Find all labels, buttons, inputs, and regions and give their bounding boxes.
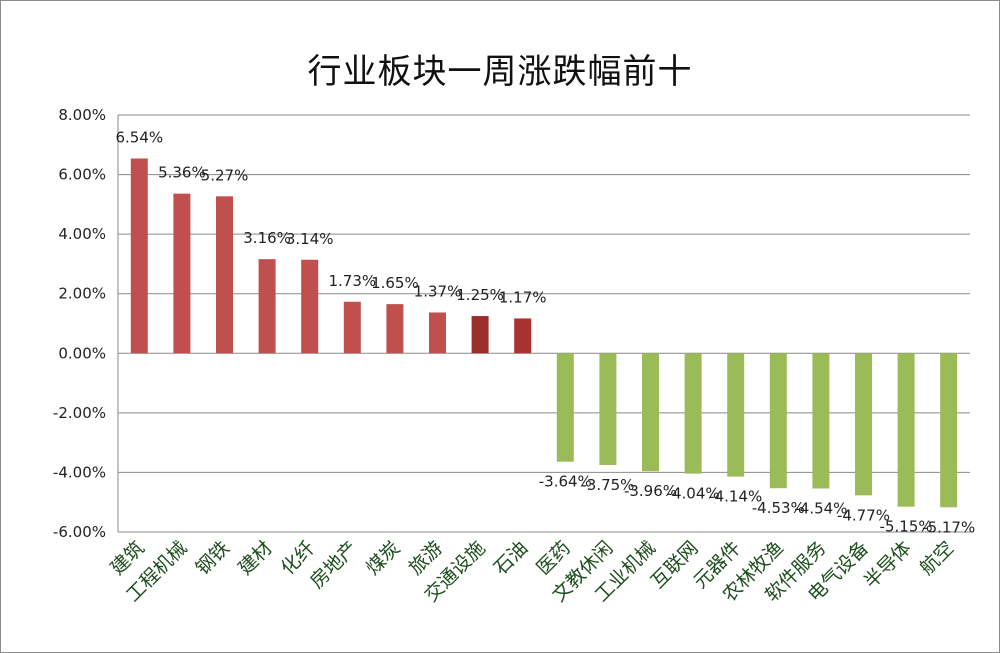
- x-tick-label: 互联网: [647, 537, 703, 593]
- y-tick-label: -6.00%: [53, 523, 106, 541]
- y-tick-label: 0.00%: [58, 344, 106, 362]
- data-label: -3.96%: [624, 482, 677, 500]
- data-label: 5.36%: [158, 164, 206, 182]
- bar: [216, 196, 233, 354]
- x-tick-label: 房地产: [306, 537, 362, 593]
- bar: [897, 353, 915, 507]
- bar: [940, 353, 958, 508]
- bar: [812, 353, 830, 489]
- bar: [301, 259, 319, 354]
- y-tick-label: -2.00%: [53, 404, 106, 422]
- data-label: -3.75%: [581, 476, 634, 494]
- x-tick-label: 建材: [234, 537, 276, 579]
- bar: [514, 318, 532, 354]
- bar: [855, 353, 872, 496]
- data-label: 1.25%: [456, 286, 504, 304]
- bar: [769, 353, 787, 489]
- data-label: -5.17%: [922, 518, 975, 536]
- bar: [386, 304, 404, 354]
- chart-title: 行业板块一周涨跌幅前十: [307, 52, 693, 92]
- bar: [429, 312, 446, 354]
- data-label: 1.65%: [371, 274, 419, 292]
- bar: [343, 301, 361, 354]
- bar: [471, 316, 489, 354]
- bar: [258, 259, 276, 354]
- data-labels: 6.54% 5.36%5.27% 3.16%3.14% 1.73%1.65%1.37%…: [115, 128, 975, 536]
- bar: [556, 353, 574, 462]
- x-tick-label: 钢铁: [192, 537, 234, 579]
- bar: [642, 353, 659, 472]
- data-label: 6.54%: [115, 128, 163, 146]
- data-label: 3.16%: [243, 229, 291, 247]
- bar: [130, 158, 148, 354]
- y-tick-label: -4.00%: [53, 463, 106, 481]
- data-label: -4.14%: [709, 488, 762, 506]
- bar: [599, 353, 617, 465]
- x-tick-label: 石油: [490, 537, 532, 579]
- data-label: 5.27%: [201, 166, 249, 184]
- data-label: -3.64%: [539, 473, 592, 491]
- bar: [727, 353, 745, 477]
- data-label: -4.54%: [794, 500, 847, 518]
- x-tick-label: 航空: [916, 537, 958, 579]
- data-label: 1.73%: [328, 272, 376, 290]
- y-tick-label: 8.00%: [58, 106, 106, 124]
- data-label: 1.17%: [499, 288, 547, 306]
- y-tick-label: 4.00%: [58, 225, 106, 243]
- x-tick-label: 半导体: [860, 537, 916, 593]
- y-tick-label: 2.00%: [58, 285, 106, 303]
- y-axis: 8.00% 6.00% 4.00% 2.00% 0.00% -2.00% -4.00% -6.…: [53, 106, 119, 541]
- bars: [130, 158, 958, 508]
- y-tick-label: 6.00%: [58, 166, 106, 184]
- bar: [684, 353, 702, 474]
- bar: [173, 193, 191, 354]
- data-label: 3.14%: [286, 230, 334, 248]
- x-tick-label: 煤炭: [362, 537, 404, 579]
- data-label: -4.77%: [837, 506, 890, 524]
- data-label: -4.04%: [667, 485, 720, 503]
- data-label: -5.15%: [880, 518, 933, 536]
- data-label: -4.53%: [752, 499, 805, 517]
- data-label: 1.37%: [414, 282, 462, 300]
